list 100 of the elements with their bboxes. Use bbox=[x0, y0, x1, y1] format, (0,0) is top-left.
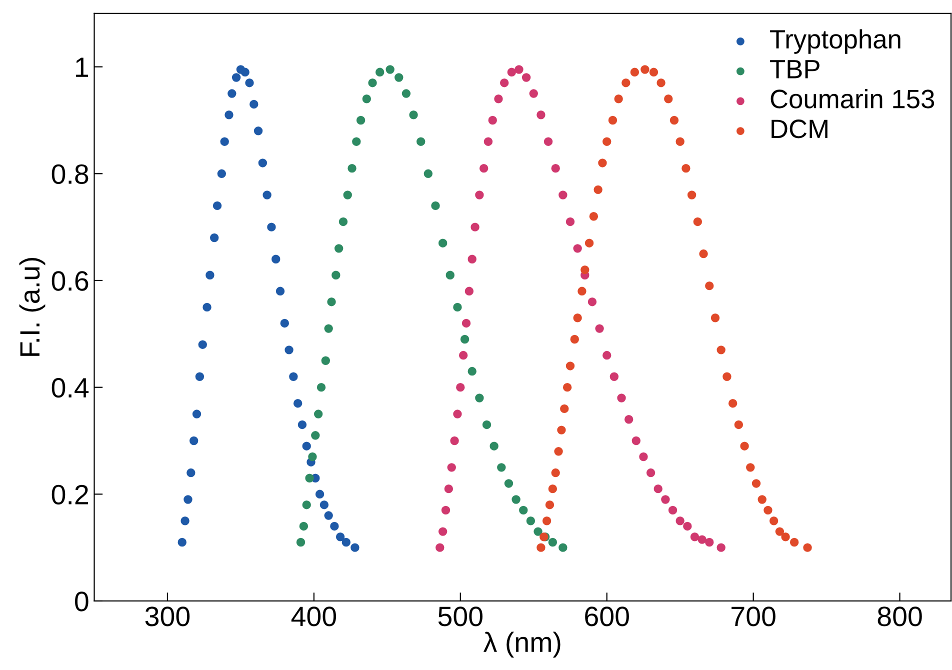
point bbox=[321, 356, 330, 365]
point bbox=[536, 110, 546, 120]
point bbox=[594, 185, 602, 194]
point bbox=[676, 137, 684, 146]
point bbox=[450, 436, 459, 446]
point bbox=[342, 538, 351, 547]
point bbox=[640, 65, 650, 74]
point bbox=[212, 201, 222, 210]
point bbox=[202, 302, 212, 312]
point bbox=[311, 431, 320, 440]
point bbox=[705, 281, 714, 290]
point bbox=[446, 270, 455, 280]
point bbox=[386, 65, 394, 74]
point bbox=[566, 362, 575, 370]
point bbox=[545, 500, 554, 510]
point bbox=[661, 495, 670, 504]
x-tick-label: 300 bbox=[145, 606, 190, 626]
point bbox=[228, 89, 236, 98]
point bbox=[570, 334, 579, 344]
point bbox=[324, 511, 333, 520]
x-tick-label: 700 bbox=[732, 606, 776, 626]
point bbox=[438, 527, 448, 536]
point bbox=[632, 436, 641, 446]
point bbox=[526, 516, 536, 526]
point bbox=[602, 350, 612, 360]
point bbox=[224, 110, 234, 120]
point bbox=[332, 270, 340, 280]
x-tick-label: 400 bbox=[291, 606, 336, 626]
x-axis-title: λ (nm) bbox=[483, 632, 560, 658]
point bbox=[336, 532, 345, 542]
point bbox=[610, 372, 619, 381]
point bbox=[220, 137, 229, 146]
point bbox=[705, 538, 714, 547]
point bbox=[580, 265, 590, 274]
point bbox=[562, 382, 572, 392]
y-tick-label: 0 bbox=[75, 592, 88, 612]
point bbox=[409, 110, 418, 120]
point bbox=[548, 538, 558, 547]
point bbox=[475, 190, 484, 200]
y-tick-label: 0.6 bbox=[52, 271, 88, 291]
point bbox=[598, 158, 607, 168]
point bbox=[589, 212, 598, 221]
point bbox=[690, 532, 700, 542]
point bbox=[514, 65, 524, 74]
point bbox=[710, 314, 720, 322]
point bbox=[624, 415, 634, 424]
point bbox=[316, 382, 326, 392]
point bbox=[394, 73, 404, 82]
point bbox=[676, 516, 684, 526]
point bbox=[500, 78, 509, 88]
point bbox=[551, 164, 560, 173]
point bbox=[338, 217, 348, 226]
point bbox=[314, 410, 323, 418]
point bbox=[352, 137, 361, 146]
point bbox=[558, 190, 568, 200]
legend-label: DCM bbox=[772, 120, 828, 138]
point bbox=[654, 484, 662, 494]
point bbox=[752, 479, 761, 488]
point bbox=[272, 254, 280, 264]
point bbox=[240, 68, 250, 77]
point bbox=[330, 522, 339, 531]
point bbox=[617, 394, 626, 402]
point bbox=[728, 398, 738, 408]
point bbox=[356, 116, 366, 125]
point bbox=[276, 286, 285, 296]
point bbox=[232, 73, 241, 82]
point bbox=[453, 410, 462, 418]
point bbox=[649, 68, 658, 77]
point bbox=[775, 527, 784, 536]
point bbox=[375, 68, 384, 77]
point bbox=[470, 222, 480, 232]
point bbox=[746, 463, 755, 472]
point bbox=[670, 116, 679, 125]
point bbox=[668, 506, 678, 515]
point bbox=[630, 68, 640, 77]
point bbox=[298, 420, 307, 430]
point bbox=[293, 398, 302, 408]
y-tick-label: 0.8 bbox=[52, 164, 88, 184]
point bbox=[529, 89, 538, 98]
point bbox=[441, 506, 450, 515]
point bbox=[595, 324, 604, 333]
point bbox=[769, 516, 778, 526]
point bbox=[436, 543, 444, 552]
point bbox=[475, 394, 484, 402]
point bbox=[519, 506, 528, 515]
point bbox=[790, 538, 799, 547]
point bbox=[267, 222, 276, 232]
point bbox=[210, 233, 219, 242]
point bbox=[343, 190, 352, 200]
point bbox=[192, 410, 202, 418]
point bbox=[180, 516, 190, 526]
point bbox=[573, 244, 582, 253]
point bbox=[584, 238, 594, 248]
point bbox=[195, 372, 204, 381]
point bbox=[178, 538, 186, 547]
point bbox=[560, 404, 569, 414]
point bbox=[497, 463, 506, 472]
point bbox=[578, 286, 586, 296]
point bbox=[284, 346, 294, 354]
point bbox=[803, 543, 812, 552]
